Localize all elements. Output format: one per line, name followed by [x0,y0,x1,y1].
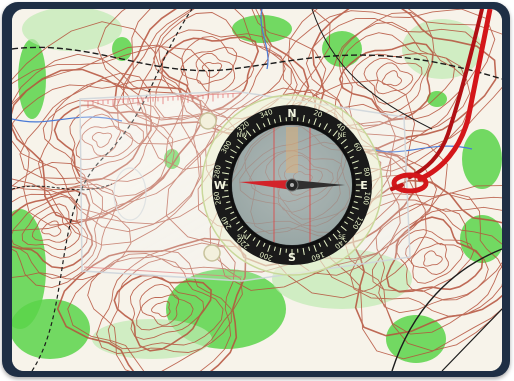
red-lanyard [390,9,493,194]
intercardinal-ne: NE [338,132,346,139]
compass-housing: 2040608010012014016020022024026028030032… [201,94,383,276]
contour-line [31,211,72,243]
map-compass-photo: 20 40 60 80 100 120 140 160 200 220 240 260 280 300 32… [12,9,502,371]
contour-line [180,46,238,94]
cardinal-west: W [214,179,226,192]
vegetation-patch [322,31,362,67]
vegetation-patch [18,39,46,119]
contour-line [41,220,62,237]
trail-line [311,9,433,130]
baseplate-rivet-bottom [203,244,221,262]
contour-line [342,32,456,127]
vegetation-patch [12,209,46,329]
contour-line [381,70,403,87]
vegetation-patch [462,129,502,189]
vegetation-patch [12,299,90,359]
open-land-patch [402,19,482,79]
bezel-degree-label: 60 [352,141,363,153]
contour-line [288,9,502,176]
contour-line [311,9,497,157]
contour-line [151,300,171,318]
contour-line [195,52,234,85]
trail-line [391,248,502,371]
contour-line [351,53,430,113]
bezel-degree-label: 260 [213,191,223,206]
contour-line [375,62,414,95]
contour-line [113,274,212,352]
vegetation-patch [427,91,447,107]
open-land-patch [22,9,122,51]
contour-line [282,9,496,172]
contour-line [201,62,223,78]
intercardinal-nw: NW [237,132,247,139]
intercardinal-se: SE [338,234,346,241]
contour-line [21,203,81,251]
vegetation-patch [386,315,446,363]
compass-needle [239,178,345,192]
intercardinal-sw: SW [237,234,247,241]
contour-line [12,189,94,270]
contour-line [334,21,466,131]
contour-line [410,242,449,275]
contour-line [136,283,194,331]
bezel-degree-label: 100 [361,191,371,206]
stream-line [260,9,269,70]
vegetation-patch [460,215,502,263]
contour-line [12,195,88,259]
trail-line [12,46,502,80]
contour-line [405,236,464,284]
contour-line [129,276,205,340]
bezel-degree-label: 280 [213,165,223,180]
magnifier-lens [113,167,147,221]
contour-line [305,18,481,155]
bezel-degree-label: 80 [362,167,371,177]
cardinal-east: E [360,179,368,192]
bezel-degree-label: 20 [312,109,323,120]
cardinal-north: N [287,107,296,120]
contour-line [338,41,434,121]
bezel-degree-label: 40 [335,121,347,133]
contour-line [363,57,423,105]
baseplate-rivet-top [199,112,217,130]
trail-line [12,183,113,191]
contour-line [423,250,443,267]
trail-line [441,308,502,371]
map-compass-photo-drawing: 2040608010012014016020022024026028030032… [12,9,502,371]
cardinal-south: S [288,251,296,264]
